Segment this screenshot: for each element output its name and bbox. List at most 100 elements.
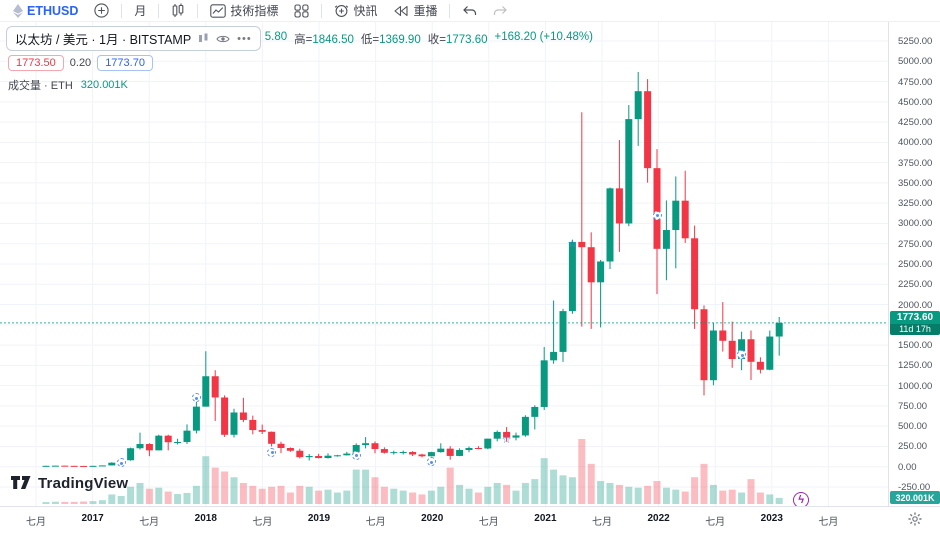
time-axis[interactable]: 七月 2017 七月 2018 七月 2019 七月 2020 七月 2021 七月 2022 七月 20… <box>0 506 940 533</box>
candles <box>42 71 783 467</box>
boost-lightning-badge[interactable]: ϟ <box>793 492 810 506</box>
price-tick: 4750.00 <box>898 76 933 88</box>
open-value: 5.80 <box>264 30 288 43</box>
candles-icon <box>171 3 185 18</box>
price-tick: 4250.00 <box>898 117 933 129</box>
time-tick: 七月 <box>478 517 499 528</box>
top-toolbar: ETHUSD 月 技術指標 <box>0 0 940 22</box>
symbol-button[interactable]: ETHUSD <box>6 3 85 19</box>
price-axis[interactable]: 1773.60 11d 17h 320.001K 5250.00 5000.00 4… <box>888 22 940 506</box>
time-tick: 七月 <box>705 517 726 528</box>
toolbar-divider <box>449 3 451 18</box>
plus-circle-icon <box>94 3 110 18</box>
tradingview-logo[interactable]: TradingView <box>10 474 128 492</box>
circle-event-marker[interactable] <box>737 350 747 360</box>
more-options-icon[interactable]: ••• <box>237 32 252 45</box>
alarm-clock-icon <box>334 3 349 18</box>
time-tick: 七月 <box>139 517 160 528</box>
layout-templates-button[interactable] <box>287 3 316 19</box>
symbol-label: ETHUSD <box>27 3 79 18</box>
bid-price-chip[interactable]: 1773.50 <box>8 55 64 71</box>
compare-button[interactable] <box>87 2 116 19</box>
toolbar-divider <box>197 3 199 18</box>
time-tick: 七月 <box>252 517 273 528</box>
tradingview-logo-text: TradingView <box>38 474 129 492</box>
toolbar-divider <box>321 3 323 18</box>
price-tick: 3000.00 <box>898 218 933 230</box>
redo-arrow-icon <box>493 5 508 17</box>
price-tick: 3250.00 <box>898 198 933 210</box>
ask-price-chip[interactable]: 1773.70 <box>97 55 153 71</box>
redo-button[interactable] <box>486 4 515 18</box>
time-tick: 2019 <box>307 513 331 524</box>
symbol-description-box[interactable]: 以太坊 / 美元 · 1月 · BITSTAMP ••• <box>6 26 261 51</box>
circle-event-marker[interactable] <box>116 458 126 468</box>
time-tick: 2020 <box>421 513 444 524</box>
interval-label: 月 <box>134 4 147 18</box>
price-tick: 5000.00 <box>898 56 933 68</box>
indicators-icon <box>210 3 227 18</box>
toolbar-divider <box>158 3 160 18</box>
last-price-label: 1773.60 11d 17h <box>890 311 940 336</box>
time-tick: 七月 <box>592 517 612 528</box>
price-tick: 4000.00 <box>898 137 933 149</box>
price-tick: -250.00 <box>898 482 931 493</box>
spread-value: 0.20 <box>69 57 92 69</box>
alert-button[interactable]: 快訊 <box>327 1 384 20</box>
price-tick: 1500.00 <box>898 340 933 352</box>
circle-event-marker[interactable] <box>267 447 277 457</box>
bar-countdown: 11d 17h <box>890 324 940 336</box>
time-tick: 七月 <box>26 517 46 528</box>
price-tick: 2750.00 <box>898 238 933 250</box>
volume-axis-label: 320.001K <box>890 491 940 504</box>
volume-study-value: 320.001K <box>80 79 128 91</box>
undo-button[interactable] <box>455 4 484 18</box>
last-price-value: 1773.60 <box>896 312 934 324</box>
time-tick: 2018 <box>194 513 217 524</box>
undo-arrow-icon <box>462 5 477 17</box>
toolbar-divider <box>121 3 123 18</box>
close-pair: 收=1773.60 <box>427 33 488 46</box>
star-event-marker[interactable]: ☆ <box>501 433 512 446</box>
price-tick: 2000.00 <box>898 299 933 311</box>
mini-candles-icon[interactable] <box>198 33 209 44</box>
chart-pane[interactable]: 以太坊 / 美元 · 1月 · BITSTAMP ••• 5.80 高=1846… <box>0 22 888 506</box>
price-tick: 1250.00 <box>898 360 933 372</box>
time-tick: 七月 <box>818 517 839 528</box>
price-tick: 1000.00 <box>898 380 933 392</box>
circle-event-marker[interactable] <box>426 457 436 467</box>
gridlines <box>0 22 888 506</box>
price-tick: 2250.00 <box>898 279 933 291</box>
indicators-label: 技術指標 <box>230 4 279 18</box>
volume-bars <box>42 439 783 504</box>
indicators-button[interactable]: 技術指標 <box>203 1 285 20</box>
replay-label: 重播 <box>413 4 438 18</box>
eye-icon[interactable] <box>216 34 230 44</box>
time-tick: 2021 <box>534 513 557 524</box>
price-tick: 5250.00 <box>898 36 933 47</box>
interval-button[interactable]: 月 <box>127 1 153 20</box>
settings-gear-icon[interactable] <box>908 512 922 531</box>
candlestick-chart[interactable] <box>0 22 888 506</box>
circle-event-marker[interactable] <box>351 450 361 460</box>
eth-coin-icon <box>13 3 23 18</box>
price-tick: 3500.00 <box>898 177 933 189</box>
tradingview-logo-icon <box>11 476 31 489</box>
price-tick: 750.00 <box>898 400 928 412</box>
chart-legend: 以太坊 / 美元 · 1月 · BITSTAMP ••• 5.80 高=1846… <box>6 26 593 93</box>
replay-button[interactable]: 重播 <box>386 1 444 20</box>
time-tick: 2017 <box>81 513 104 524</box>
circle-event-marker[interactable] <box>191 393 201 403</box>
alert-label: 快訊 <box>353 4 378 18</box>
price-tick: 500.00 <box>898 421 928 433</box>
rewind-icon <box>393 5 409 17</box>
price-tick: 0.00 <box>898 461 917 473</box>
chart-style-button[interactable] <box>164 2 192 19</box>
ohlc-values: 5.80 高=1846.50 低=1369.90 收=1773.60 +168.… <box>265 31 593 47</box>
volume-study-label: 成交量 · ETH <box>8 80 73 92</box>
star-event-marker[interactable]: ☆ <box>567 237 578 250</box>
circle-event-marker[interactable] <box>652 210 662 220</box>
price-tick: 4500.00 <box>898 96 933 108</box>
grid-layout-icon <box>294 3 309 18</box>
